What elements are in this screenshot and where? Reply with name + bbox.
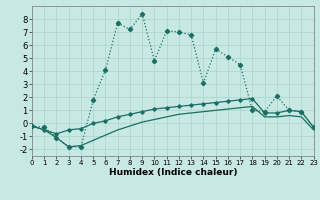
X-axis label: Humidex (Indice chaleur): Humidex (Indice chaleur)	[108, 168, 237, 177]
